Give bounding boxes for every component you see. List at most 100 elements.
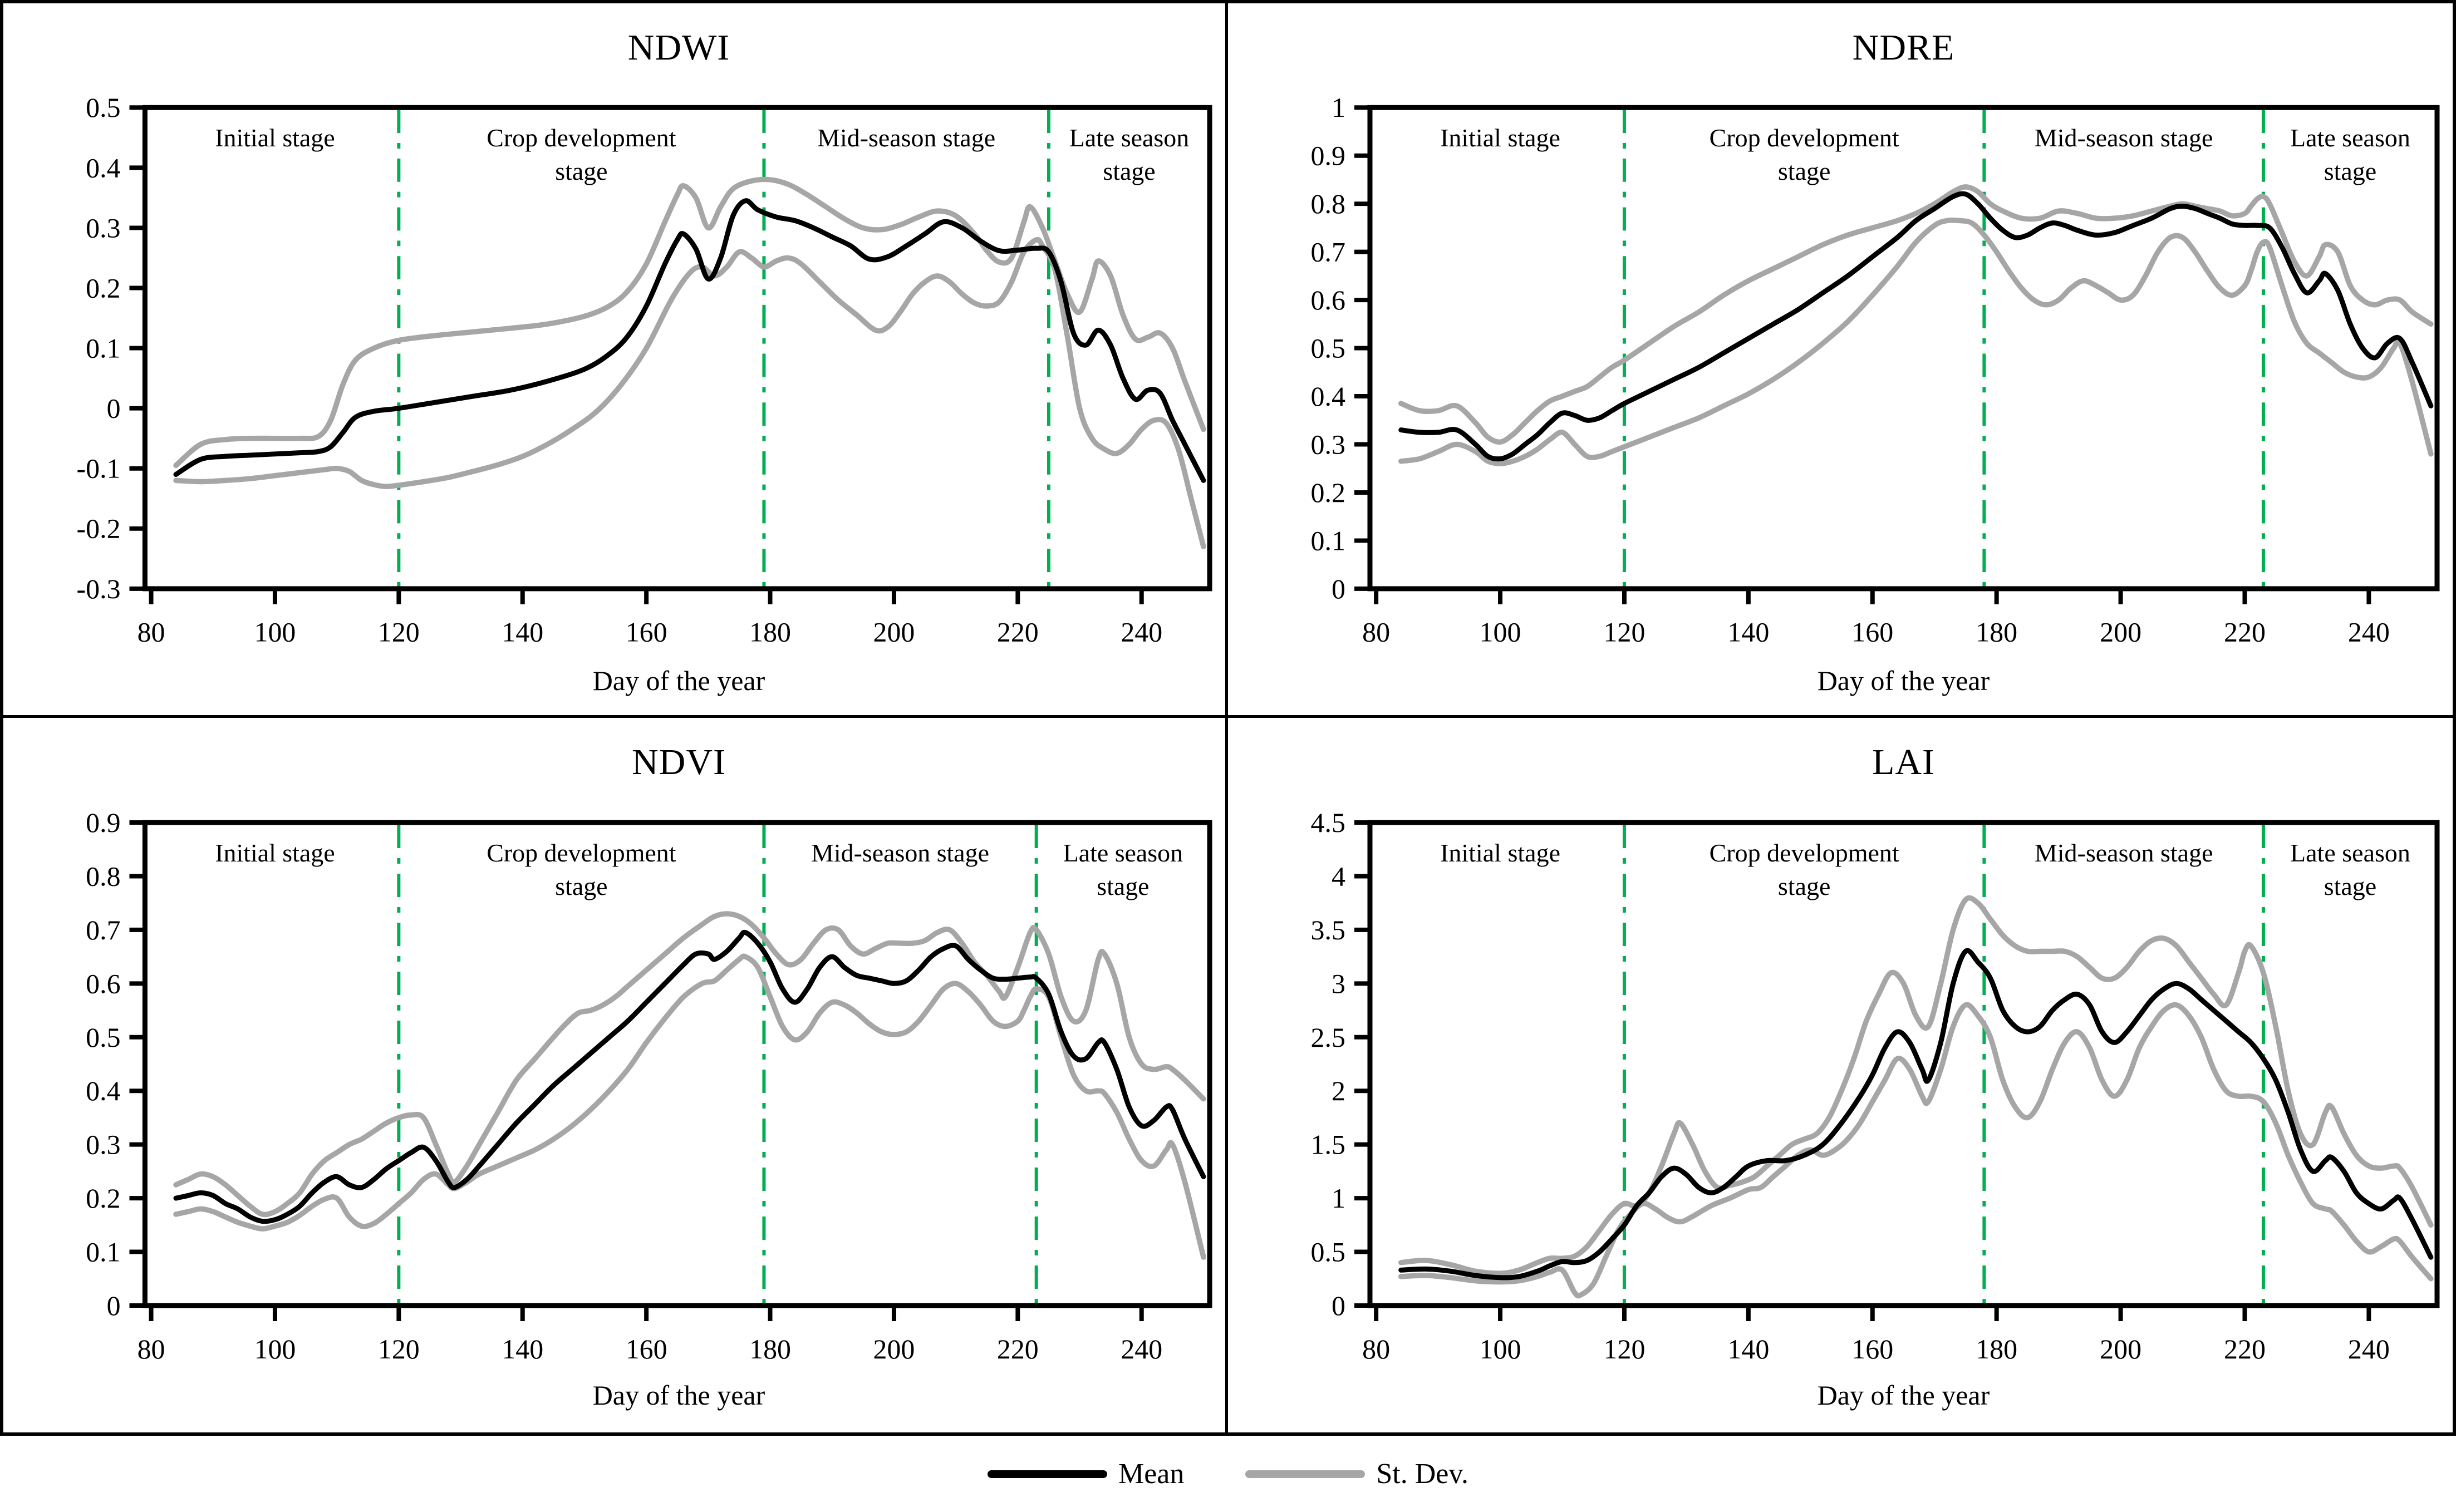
stage-label-mid-season: Mid-season stage bbox=[2035, 839, 2213, 867]
mean-line-swatch-icon bbox=[987, 1470, 1107, 1478]
y-tick-label: 0.1 bbox=[86, 1237, 120, 1268]
panel-ndwi: Initial stage Crop development stage Mid-se… bbox=[3, 3, 1228, 718]
x-tick-label: 160 bbox=[1851, 1333, 1893, 1365]
stage-label-crop-development: Crop development bbox=[487, 839, 676, 867]
plot-frame bbox=[1367, 820, 2440, 1308]
y-tick-label: 0.2 bbox=[86, 273, 120, 303]
page-title-ndre: NDRE bbox=[1852, 27, 1955, 68]
stage-label-crop-development: stage bbox=[555, 872, 607, 900]
stage-label-crop-development: stage bbox=[1778, 157, 1831, 185]
stage-label-crop-development: Crop development bbox=[1710, 124, 1899, 152]
y-tick-label: 0.5 bbox=[1311, 333, 1345, 364]
plot-frame bbox=[1367, 105, 2440, 592]
mean-series-line bbox=[173, 929, 1206, 1224]
y-tick-label: 0.7 bbox=[86, 914, 120, 945]
x-tick-label: 180 bbox=[749, 617, 791, 648]
stdev-series-line bbox=[173, 911, 1206, 1218]
y-tick-label: 0.3 bbox=[86, 213, 120, 243]
x-tick-label: 200 bbox=[2100, 1333, 2141, 1365]
x-tick-label: 240 bbox=[2348, 617, 2390, 648]
stdev-series-line bbox=[173, 237, 1206, 550]
x-tick-label: 100 bbox=[1480, 1333, 1521, 1365]
y-tick-label: 0.2 bbox=[86, 1183, 120, 1214]
x-tick-label: 140 bbox=[502, 617, 543, 648]
x-tick-label: 220 bbox=[997, 1333, 1039, 1365]
stdev-series-line bbox=[173, 176, 1206, 469]
y-tick-label: 0.6 bbox=[1311, 285, 1345, 316]
stage-label-late-season: Late season bbox=[2290, 839, 2410, 867]
stage-label-late-season: Late season bbox=[1069, 124, 1189, 152]
y-tick-label: 2.5 bbox=[1311, 1022, 1346, 1053]
y-tick-label: 0.3 bbox=[1311, 430, 1345, 460]
x-tick-label: 120 bbox=[378, 1333, 420, 1365]
stage-label-initial: Initial stage bbox=[1440, 124, 1560, 152]
x-tick-label: 80 bbox=[137, 1333, 165, 1365]
y-tick-label: 0.6 bbox=[86, 968, 120, 999]
stage-label-mid-season: Mid-season stage bbox=[2035, 124, 2213, 152]
y-tick-label: 0.7 bbox=[1311, 237, 1345, 268]
y-tick-label: 0.5 bbox=[1311, 1237, 1346, 1268]
stage-label-late-season: stage bbox=[1103, 157, 1155, 185]
x-tick-label: 160 bbox=[626, 1333, 667, 1365]
stage-label-late-season: stage bbox=[2324, 872, 2377, 900]
mean-series-line bbox=[1398, 948, 2434, 1280]
y-tick-label: 1.5 bbox=[1311, 1129, 1346, 1160]
x-axis-title: Day of the year bbox=[1817, 665, 1990, 696]
y-tick-label: 4 bbox=[1332, 860, 1345, 892]
y-tick-label: 0 bbox=[1332, 574, 1345, 604]
y-tick-label: 3 bbox=[1332, 968, 1345, 999]
y-tick-label: 0.5 bbox=[86, 1022, 120, 1053]
panel-ndvi: Initial stage Crop development stage Mid-se… bbox=[3, 718, 1228, 1432]
y-tick-label: 0.2 bbox=[1311, 477, 1345, 508]
y-tick-label: 1 bbox=[1332, 92, 1345, 123]
x-axis-title: Day of the year bbox=[592, 1380, 765, 1411]
four-panel-chart-figure: Initial stage Crop development stage Mid-se… bbox=[0, 0, 2456, 1436]
y-tick-label: 2 bbox=[1332, 1075, 1345, 1106]
y-tick-label: 3.5 bbox=[1311, 914, 1346, 945]
x-tick-label: 240 bbox=[2348, 1333, 2390, 1365]
mean-series-line bbox=[1398, 191, 2434, 462]
stage-label-late-season: Late season bbox=[2290, 124, 2410, 152]
x-tick-label: 120 bbox=[1603, 1333, 1645, 1365]
x-tick-label: 80 bbox=[137, 617, 165, 648]
plot-frame bbox=[142, 820, 1212, 1308]
x-tick-label: 140 bbox=[1727, 617, 1769, 648]
lai-chart-canvas: Initial stage Crop development stage Mid-se… bbox=[1311, 807, 2440, 1365]
x-tick-label: 200 bbox=[2100, 617, 2141, 648]
page-title-ndwi: NDWI bbox=[627, 27, 730, 68]
x-tick-label: 240 bbox=[1121, 1333, 1162, 1365]
panel-ndre: Initial stage Crop development stage Mid-se… bbox=[1228, 3, 2453, 718]
y-tick-label: 0.8 bbox=[86, 860, 120, 892]
x-tick-label: 100 bbox=[1480, 617, 1521, 648]
x-tick-label: 120 bbox=[1603, 617, 1645, 648]
legend-item-stdev: St. Dev. bbox=[1245, 1457, 1468, 1490]
y-tick-label: 0 bbox=[107, 1290, 121, 1321]
legend: Mean St. Dev. bbox=[0, 1436, 2456, 1512]
stage-label-crop-development: Crop development bbox=[487, 124, 676, 152]
x-tick-label: 220 bbox=[2224, 1333, 2266, 1365]
y-tick-label: 0.1 bbox=[86, 333, 120, 364]
y-tick-label: 1 bbox=[1332, 1183, 1345, 1214]
y-tick-label: 0.4 bbox=[1311, 381, 1346, 412]
x-tick-label: 80 bbox=[1362, 617, 1390, 648]
x-tick-label: 180 bbox=[749, 1333, 791, 1365]
legend-item-mean: Mean bbox=[987, 1457, 1184, 1490]
stage-label-late-season: stage bbox=[1097, 872, 1149, 900]
stdev-series-line bbox=[1398, 1002, 2434, 1299]
stdev-series-line bbox=[1398, 184, 2434, 445]
y-tick-label: 0 bbox=[107, 393, 121, 424]
y-tick-label: 0.4 bbox=[86, 152, 120, 183]
stage-label-crop-development: stage bbox=[555, 157, 607, 185]
y-tick-label: 0.1 bbox=[1311, 525, 1345, 556]
stage-label-late-season: Late season bbox=[1063, 839, 1183, 867]
x-tick-label: 120 bbox=[378, 617, 420, 648]
stage-label-initial: Initial stage bbox=[215, 124, 335, 152]
x-tick-label: 220 bbox=[997, 617, 1039, 648]
stdev-series-line bbox=[1398, 217, 2434, 466]
y-tick-label: -0.1 bbox=[77, 454, 121, 484]
legend-label-stdev: St. Dev. bbox=[1376, 1458, 1469, 1490]
y-tick-label: 0.9 bbox=[1311, 141, 1345, 171]
x-tick-label: 200 bbox=[873, 617, 915, 648]
x-tick-label: 180 bbox=[1976, 617, 2017, 648]
x-tick-label: 200 bbox=[873, 1333, 915, 1365]
